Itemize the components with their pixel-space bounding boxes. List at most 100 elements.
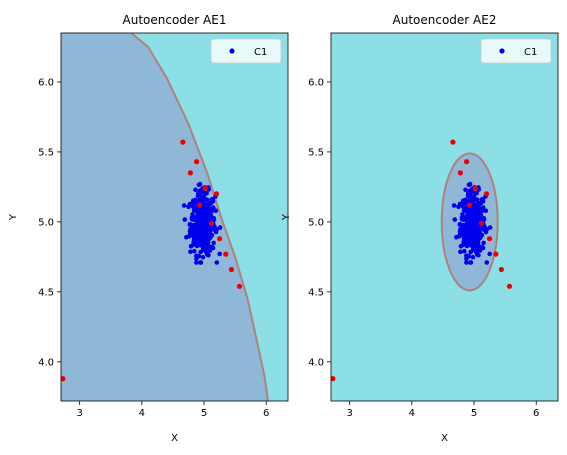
c1-point	[202, 190, 207, 196]
x-axis-label: X	[171, 433, 178, 444]
outlier-point	[236, 283, 243, 289]
c1-point	[207, 231, 212, 236]
c1-point	[198, 227, 203, 233]
c1-point	[207, 234, 213, 240]
y-tick-label: 6.0	[308, 77, 324, 88]
outlier-point	[223, 251, 229, 257]
chart-title: Autoencoder AE1	[123, 13, 227, 27]
c1-point	[464, 253, 470, 259]
legend: C1	[210, 38, 282, 64]
c1-point	[188, 249, 193, 255]
c1-point	[200, 254, 206, 260]
y-tick-label: 4.5	[38, 287, 54, 298]
c1-point	[198, 198, 203, 204]
legend: C1	[480, 38, 552, 64]
c1-point	[200, 232, 206, 238]
c1-point	[206, 226, 211, 231]
c1-point	[480, 208, 485, 213]
outlier-point	[472, 185, 478, 191]
c1-point	[470, 254, 476, 260]
c1-point	[471, 243, 477, 249]
c1-point	[192, 248, 197, 254]
c1-point	[200, 218, 206, 224]
c1-point	[487, 251, 493, 257]
c1-point	[463, 229, 468, 234]
x-tick-label: 3	[346, 408, 352, 419]
c1-point	[484, 260, 490, 265]
outlier-point	[483, 191, 490, 197]
axes-frame	[330, 32, 559, 402]
c1-point	[198, 260, 203, 265]
chart-title: Autoencoder AE2	[393, 13, 497, 27]
x-tick-label: 5	[471, 408, 477, 419]
panel-ae2: Autoencoder AE2 X Y 3 4 5 64.04.55.05.56.0 …	[281, 13, 559, 444]
c1-point	[475, 239, 481, 245]
ticks: 3 4 5 6 4.0 4.5 5.0 5.5 6.0	[38, 77, 269, 419]
c1-point	[477, 231, 482, 236]
c1-point	[195, 221, 200, 226]
c1-point	[464, 236, 470, 242]
c1-point	[481, 240, 486, 246]
legend-entry: C1	[254, 47, 267, 58]
outlier-point	[498, 266, 504, 273]
c1-point	[471, 203, 477, 209]
c1-point	[184, 234, 189, 240]
c1-point	[461, 233, 467, 239]
c1-point	[462, 198, 467, 203]
c1-point	[472, 190, 477, 196]
c1-point	[200, 238, 205, 243]
c1-point	[452, 217, 458, 222]
c1-point	[487, 225, 493, 230]
y-tick-label: 5.0	[38, 217, 54, 228]
x-tick-label: 5	[201, 408, 207, 419]
outlier-point	[467, 202, 473, 208]
outlier-point	[213, 191, 220, 197]
c1-point	[194, 236, 200, 242]
c1-point	[208, 214, 213, 219]
ticks: 3 4 5 6 4.0 4.5 5.0 5.5 6.0	[308, 77, 539, 419]
c1-point	[212, 226, 217, 231]
c1-point	[479, 244, 485, 250]
c1-point	[199, 223, 205, 229]
c1-point	[195, 193, 201, 199]
outlier-point	[450, 139, 456, 145]
c1-point	[194, 260, 199, 265]
c1-point	[181, 203, 187, 208]
outlier-point	[331, 376, 336, 382]
c1-point	[191, 208, 197, 213]
c1-point	[482, 226, 487, 231]
decision-region-inside	[61, 33, 269, 401]
c1-point	[470, 232, 476, 238]
c1-point	[458, 249, 463, 255]
c1-point	[194, 253, 200, 259]
c1-point	[470, 238, 475, 243]
c1-point	[451, 203, 457, 208]
y-tick-label: 6.0	[38, 77, 54, 88]
c1-point	[182, 217, 188, 222]
c1-point	[201, 203, 207, 209]
panel-ae1: Autoencoder AE1 X Y 3 4 5 64.04.55.05.56.0 …	[8, 13, 289, 444]
plot-area	[61, 33, 270, 401]
c1-point	[460, 225, 466, 230]
y-axis-label: Y	[8, 213, 19, 221]
c1-point	[187, 222, 192, 227]
c1-point	[464, 243, 470, 249]
y-tick-label: 4.0	[308, 357, 324, 368]
c1-point	[481, 217, 487, 222]
outlier-point	[61, 376, 66, 382]
outlier-point	[478, 220, 485, 226]
c1-point	[217, 251, 222, 257]
c1-point	[206, 252, 211, 258]
c1-point	[470, 218, 476, 224]
c1-point	[465, 221, 470, 226]
decision-boundary	[130, 33, 270, 401]
outlier-point	[228, 266, 234, 273]
outlier-point	[464, 159, 470, 165]
c1-point	[461, 208, 467, 213]
axes-frame	[60, 32, 289, 402]
y-tick-label: 4.5	[308, 287, 324, 298]
c1-point	[464, 260, 469, 265]
c1-point	[191, 233, 197, 239]
c1-point	[477, 234, 483, 240]
